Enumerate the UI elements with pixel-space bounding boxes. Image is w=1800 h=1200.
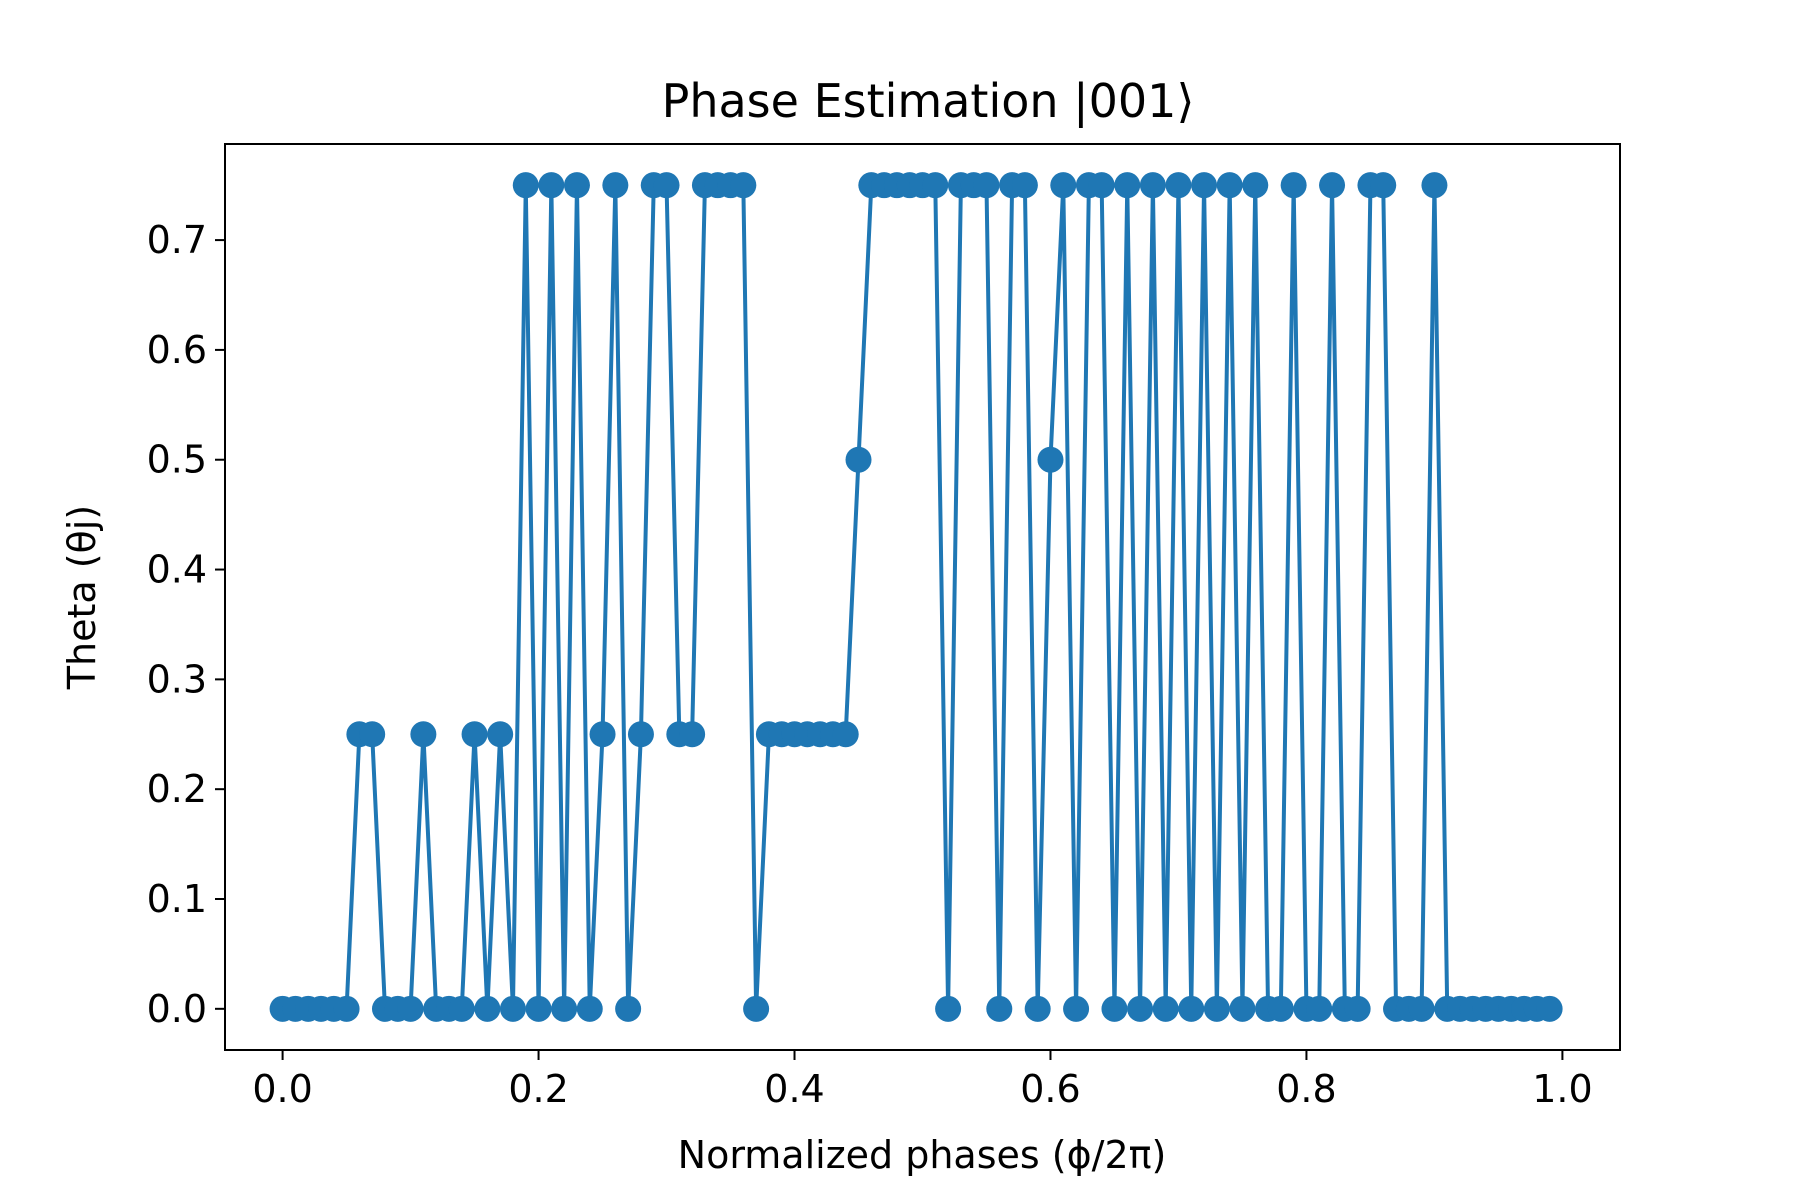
y-tick-label: 0.0 [147, 987, 207, 1031]
data-point [1191, 172, 1218, 199]
y-tick-label: 0.1 [147, 877, 207, 921]
data-point [359, 721, 386, 748]
y-tick-label: 0.5 [147, 438, 207, 482]
data-point [1178, 995, 1205, 1022]
data-point [627, 721, 654, 748]
data-point [538, 172, 565, 199]
data-point [1152, 995, 1179, 1022]
data-point [1011, 172, 1038, 199]
x-tick-label: 0.2 [508, 1067, 568, 1111]
data-point [1088, 172, 1115, 199]
axes-frame [224, 143, 1621, 1051]
data-point [576, 995, 603, 1022]
y-tick-label: 0.4 [147, 548, 207, 592]
data-point [499, 995, 526, 1022]
x-tick-label: 0.4 [764, 1067, 824, 1111]
x-tick-label: 0.8 [1276, 1067, 1336, 1111]
data-point [730, 172, 757, 199]
data-point [922, 172, 949, 199]
x-tick-label: 0.6 [1020, 1067, 1080, 1111]
data-point [1139, 172, 1166, 199]
data-point [1280, 172, 1307, 199]
data-point [1421, 172, 1448, 199]
y-tick-label: 0.7 [147, 218, 207, 262]
data-point [1050, 172, 1077, 199]
data-point [474, 995, 501, 1022]
data-point [589, 721, 616, 748]
y-tick-label: 0.3 [147, 657, 207, 701]
x-tick-label: 1.0 [1532, 1067, 1592, 1111]
data-point [551, 995, 578, 1022]
axis-ticks: 0.0 0.2 0.4 0.6 0.8 1.0 0.0 0.1 0.2 0.3 0.4 0.5 0.6 0… [147, 218, 1593, 1111]
data-point [1203, 995, 1230, 1022]
data-point [973, 172, 1000, 199]
data-point [1267, 995, 1294, 1022]
data-point [1229, 995, 1256, 1022]
data-point [448, 995, 475, 1022]
chart-title: Phase Estimation |001⟩ [662, 74, 1195, 129]
data-point [1063, 995, 1090, 1022]
data-point [563, 172, 590, 199]
data-point [1101, 995, 1128, 1022]
data-point [1306, 995, 1333, 1022]
data-point [1114, 172, 1141, 199]
data-point [1370, 172, 1397, 199]
y-tick-label: 0.6 [147, 328, 207, 372]
data-point [1536, 995, 1563, 1022]
data-point [461, 721, 488, 748]
y-axis-label: Theta (θj) [60, 505, 104, 690]
data-point [397, 995, 424, 1022]
data-point [525, 995, 552, 1022]
data-point [602, 172, 629, 199]
data-point [615, 995, 642, 1022]
data-point [986, 995, 1013, 1022]
data-point [487, 721, 514, 748]
x-axis-label: Normalized phases (ϕ/2π) [678, 1133, 1167, 1177]
data-point [1319, 172, 1346, 199]
data-point [1127, 995, 1154, 1022]
data-point [1216, 172, 1243, 199]
data-point [1242, 172, 1269, 199]
y-tick-label: 0.2 [147, 767, 207, 811]
plot-area [269, 172, 1563, 1022]
data-point [512, 172, 539, 199]
data-point [935, 995, 962, 1022]
data-point [1344, 995, 1371, 1022]
data-point [832, 721, 859, 748]
data-point [743, 995, 770, 1022]
data-point [410, 721, 437, 748]
data-point [333, 995, 360, 1022]
data-point [1037, 446, 1064, 473]
data-point [1024, 995, 1051, 1022]
data-point [679, 721, 706, 748]
data-point [1408, 995, 1435, 1022]
data-point [1165, 172, 1192, 199]
x-tick-label: 0.0 [252, 1067, 312, 1111]
data-point [653, 172, 680, 199]
data-point [845, 446, 872, 473]
